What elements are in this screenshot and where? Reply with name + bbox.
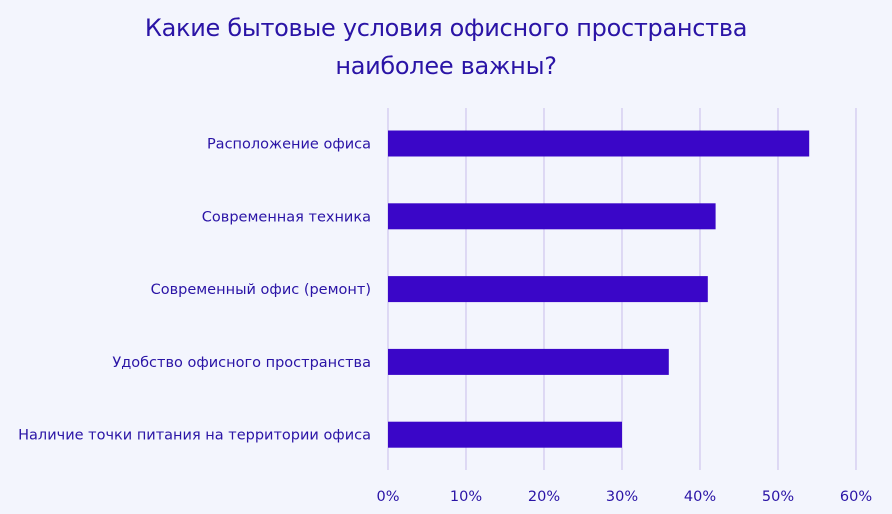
bars xyxy=(388,130,810,448)
x-tick-label: 30% xyxy=(606,489,638,505)
category-label: Удобство офисного пространства xyxy=(112,355,371,371)
x-tick-label: 50% xyxy=(762,489,794,505)
bar xyxy=(388,276,708,303)
x-axis-tick-labels: 0% 10% 20% 30% 40% 50% 60% xyxy=(376,489,872,505)
category-label: Современная техника xyxy=(202,209,371,225)
bar xyxy=(388,348,669,375)
x-tick-label: 20% xyxy=(528,489,560,505)
x-tick-label: 40% xyxy=(684,489,716,505)
chart-title-line-2: наиболее важны? xyxy=(335,52,557,80)
x-tick-label: 0% xyxy=(376,489,399,505)
x-tick-label: 10% xyxy=(450,489,482,505)
category-label: Наличие точки питания на территории офис… xyxy=(18,428,371,444)
category-label: Современный офис (ремонт) xyxy=(151,282,371,298)
bar xyxy=(388,130,810,157)
bar xyxy=(388,203,716,230)
chart-title-line-1: Какие бытовые условия офисного пространс… xyxy=(144,14,748,42)
category-labels: Расположение офиса Современная техника Сов… xyxy=(18,137,371,444)
x-tick-label: 60% xyxy=(840,489,872,505)
category-label: Расположение офиса xyxy=(207,137,371,153)
bar xyxy=(388,421,622,448)
